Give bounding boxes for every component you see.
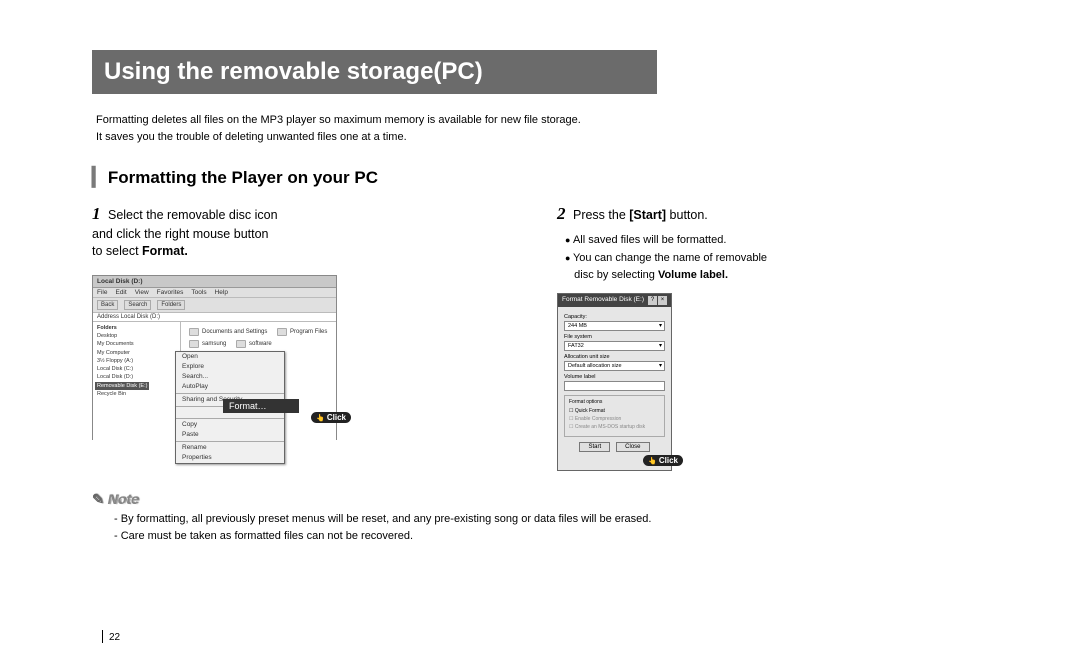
ctx-search[interactable]: Search...: [176, 372, 284, 382]
options-label: Format options: [569, 399, 660, 405]
note-line1: By formatting, all previously preset men…: [114, 511, 992, 528]
menu-tools[interactable]: Tools: [191, 289, 206, 296]
dialog-title: Format Removable Disk (E:): [562, 296, 644, 305]
quick-format-checkbox[interactable]: ☐ Quick Format: [569, 407, 660, 415]
menu-favorites[interactable]: Favorites: [157, 289, 184, 296]
format-options-group: Format options ☐ Quick Format ☐ Enable C…: [564, 395, 665, 437]
folder-icon: [277, 328, 287, 336]
menu-view[interactable]: View: [135, 289, 149, 296]
ctx-properties[interactable]: Properties: [176, 453, 284, 463]
step2-text: 2 Press the [Start] button.: [557, 202, 992, 226]
menu-edit[interactable]: Edit: [115, 289, 126, 296]
click-badge: Click: [311, 412, 351, 423]
capacity-label: Capacity:: [564, 314, 665, 320]
fs-combo[interactable]: FAT32: [564, 341, 665, 351]
page-number: 22: [102, 630, 120, 643]
vol-label: Volume label: [564, 374, 665, 380]
address-bar[interactable]: Address Local Disk (D:): [93, 313, 336, 322]
back-button[interactable]: Back: [97, 300, 118, 310]
step2-number: 2: [557, 204, 566, 223]
step1-column: 1 Select the removable disc icon and cli…: [92, 202, 527, 471]
compression-checkbox: ☐ Enable Compression: [569, 415, 660, 423]
explorer-screenshot: Local Disk (D:) File Edit View Favorites…: [92, 275, 337, 440]
close-button[interactable]: Close: [616, 442, 649, 452]
toolbar: Back Search Folders: [93, 298, 336, 313]
bullet-item: You can change the name of removable dis…: [565, 250, 992, 283]
tree-item[interactable]: Local Disk (C:): [95, 365, 178, 373]
alloc-combo[interactable]: Default allocation size: [564, 361, 665, 371]
dialog-titlebar: Format Removable Disk (E:) ? ×: [558, 294, 671, 307]
folder-icon: [189, 328, 199, 336]
menu-file[interactable]: File: [97, 289, 107, 296]
tree-item: Folders: [95, 324, 178, 332]
step2-bullets: All saved files will be formatted. You c…: [565, 232, 992, 284]
ctx-explore[interactable]: Explore: [176, 362, 284, 372]
format-dialog-screenshot: Format Removable Disk (E:) ? × Capacity:…: [557, 293, 672, 471]
ctx-copy[interactable]: Copy: [176, 420, 284, 430]
vol-input[interactable]: [564, 381, 665, 391]
alloc-label: Allocation unit size: [564, 354, 665, 360]
intro-line2: It saves you the trouble of deleting unw…: [96, 129, 992, 146]
intro-text: Formatting deletes all files on the MP3 …: [96, 112, 992, 145]
context-menu-highlight[interactable]: Format…: [223, 399, 299, 413]
note-line2: Care must be taken as formatted files ca…: [114, 528, 992, 545]
page-title-bar: Using the removable storage(PC): [92, 50, 657, 94]
folder-item[interactable]: samsung: [189, 340, 226, 348]
tree-item[interactable]: Desktop: [95, 332, 178, 340]
folder-icon: [236, 340, 246, 348]
start-button[interactable]: Start: [579, 442, 610, 452]
msdos-checkbox: ☐ Create an MS-DOS startup disk: [569, 423, 660, 431]
tree-item[interactable]: 3½ Floppy (A:): [95, 357, 178, 365]
tree-item[interactable]: My Computer: [95, 349, 178, 357]
intro-line1: Formatting deletes all files on the MP3 …: [96, 112, 992, 129]
ctx-paste[interactable]: Paste: [176, 430, 284, 440]
click-badge: Click: [643, 455, 683, 466]
close-icon[interactable]: ×: [658, 296, 667, 305]
folders-button[interactable]: Folders: [157, 300, 185, 310]
help-icon[interactable]: ?: [648, 296, 657, 305]
bullet-item: All saved files will be formatted.: [565, 232, 992, 249]
folder-item[interactable]: software: [236, 340, 272, 348]
ctx-rename[interactable]: Rename: [176, 443, 284, 453]
capacity-combo[interactable]: 244 MB: [564, 321, 665, 331]
tree-item[interactable]: My Documents: [95, 340, 178, 348]
page-title: Using the removable storage(PC): [104, 58, 483, 85]
section-heading: Formatting the Player on your PC: [92, 167, 992, 188]
step1-number: 1: [92, 204, 101, 223]
folder-tree[interactable]: Folders Desktop My Documents My Computer…: [93, 322, 181, 443]
step1-text: 1 Select the removable disc icon and cli…: [92, 202, 527, 261]
note-section: Note By formatting, all previously prese…: [92, 491, 992, 544]
folder-icon: [189, 340, 199, 348]
search-button[interactable]: Search: [124, 300, 151, 310]
ctx-autoplay[interactable]: AutoPlay: [176, 382, 284, 392]
tree-item-selected[interactable]: Removable Disk (E:): [95, 382, 149, 390]
menu-bar: File Edit View Favorites Tools Help: [93, 288, 336, 298]
folder-item[interactable]: Program Files: [277, 328, 327, 336]
folder-item[interactable]: Documents and Settings: [189, 328, 267, 336]
ctx-open[interactable]: Open: [176, 352, 284, 362]
tree-item[interactable]: Recycle Bin: [95, 390, 178, 398]
menu-help[interactable]: Help: [215, 289, 228, 296]
tree-item[interactable]: Local Disk (D:): [95, 373, 178, 381]
window-title: Local Disk (D:): [93, 276, 336, 288]
step2-column: 2 Press the [Start] button. All saved fi…: [557, 202, 992, 471]
note-heading: Note: [92, 491, 139, 507]
fs-label: File system: [564, 334, 665, 340]
